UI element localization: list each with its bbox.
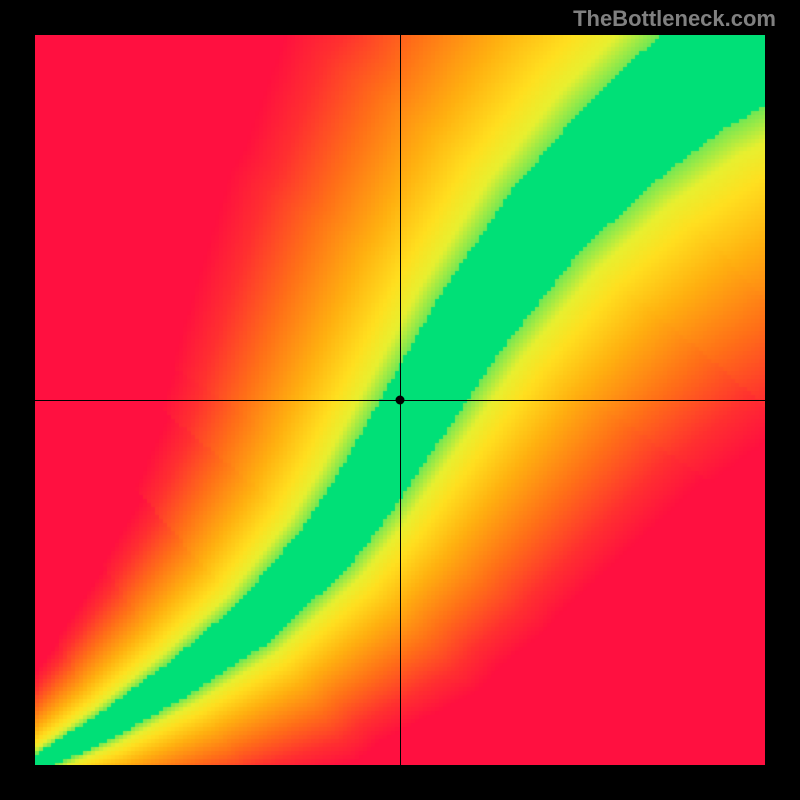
crosshair-marker[interactable] [396, 396, 405, 405]
watermark-text: TheBottleneck.com [573, 6, 776, 32]
chart-root: TheBottleneck.com [0, 0, 800, 800]
